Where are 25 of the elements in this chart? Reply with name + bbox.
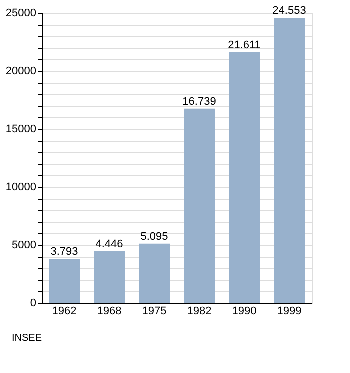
bar [94, 251, 125, 303]
x-tick-label: 1990 [232, 306, 257, 318]
data-label: 3.793 [50, 246, 78, 258]
bar [139, 244, 170, 303]
bar [229, 52, 260, 303]
x-tick-label: 1999 [277, 306, 302, 318]
y-tick-label: 15000 [6, 124, 36, 136]
data-label: 4.446 [96, 238, 124, 250]
bar [184, 108, 215, 303]
y-tick-label: 25000 [6, 8, 36, 20]
x-tick-label: 1982 [187, 306, 212, 318]
y-tick-label: 0 [30, 298, 36, 310]
x-tick-label: 1962 [52, 306, 77, 318]
data-label: 5.095 [140, 230, 168, 243]
data-label: 24.553 [272, 5, 306, 18]
y-tick-label: 10000 [6, 182, 36, 194]
x-tick-label: 1968 [97, 306, 122, 318]
data-label: 21.611 [228, 39, 261, 52]
data-label: 16.739 [182, 96, 216, 108]
y-tick-label: 20000 [6, 66, 36, 78]
bar [49, 259, 80, 303]
x-tick-label: 1975 [142, 306, 167, 318]
bar [274, 18, 305, 303]
text: INSEE [12, 333, 42, 344]
y-tick-label: 5000 [12, 240, 36, 252]
